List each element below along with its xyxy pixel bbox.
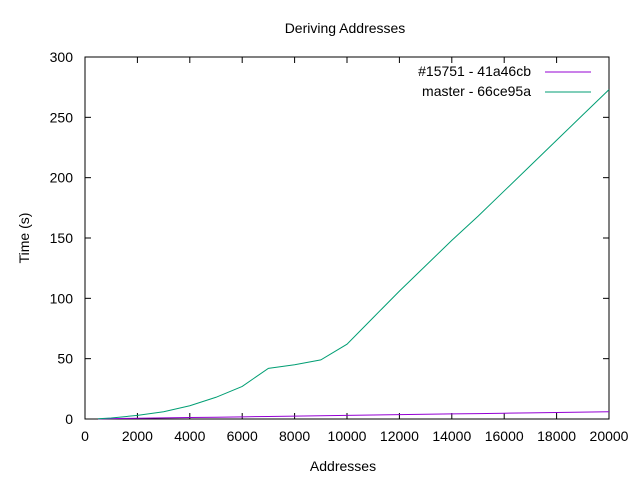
y-tick-label: 200 <box>50 170 74 186</box>
x-tick-label: 12000 <box>380 428 419 444</box>
x-tick-label: 2000 <box>122 428 153 444</box>
x-tick-label: 14000 <box>432 428 471 444</box>
chart-title: Deriving Addresses <box>285 20 406 36</box>
x-tick-label: 16000 <box>485 428 524 444</box>
x-tick-label: 0 <box>81 428 89 444</box>
legend-label-0: #15751 - 41a46cb <box>418 63 531 79</box>
plot-area: 0 2000 4000 6000 8000 10000 12000 14000 16000 180… <box>50 49 629 444</box>
series-line-0 <box>98 411 610 420</box>
y-tick-label: 0 <box>65 411 73 427</box>
x-tick-label: 10000 <box>328 428 367 444</box>
x-tick-label: 4000 <box>174 428 205 444</box>
series-line-1 <box>98 89 610 420</box>
y-tick-label: 100 <box>50 290 74 306</box>
y-tick-label: 150 <box>50 230 74 246</box>
x-tick-label: 6000 <box>227 428 258 444</box>
x-tick-label: 18000 <box>537 428 576 444</box>
x-tick-label: 8000 <box>279 428 310 444</box>
x-axis-label: Addresses <box>310 458 376 474</box>
y-tick-label: 50 <box>57 351 73 367</box>
y-axis-label: Time (s) <box>16 213 32 264</box>
legend-label-1: master - 66ce95a <box>422 83 531 99</box>
y-tick-label: 250 <box>50 109 74 125</box>
x-tick-label: 20000 <box>590 428 629 444</box>
y-tick-label: 300 <box>50 49 74 65</box>
